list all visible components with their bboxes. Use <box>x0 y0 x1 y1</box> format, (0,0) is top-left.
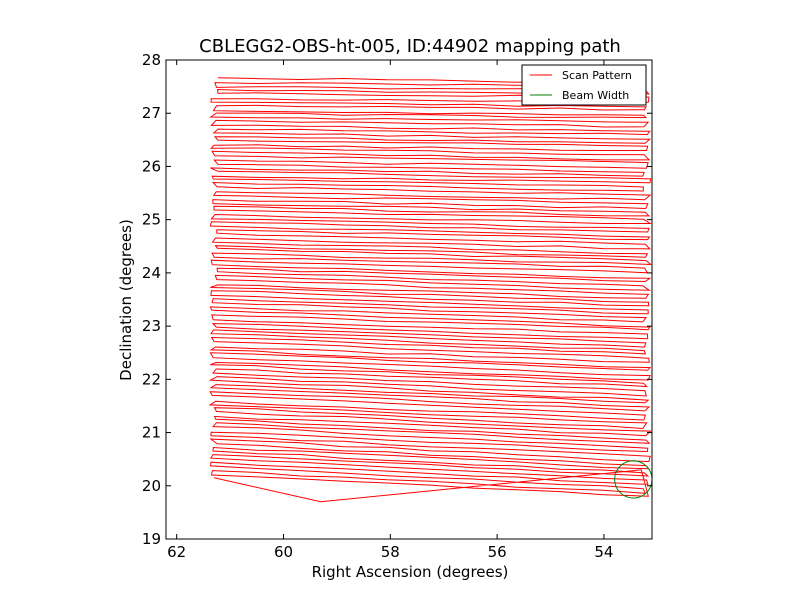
y-axis-label: Declination (degrees) <box>117 219 135 381</box>
legend: Scan Pattern Beam Width <box>521 64 647 106</box>
legend-box <box>521 64 647 106</box>
x-tick-label: 60 <box>274 543 293 561</box>
y-tick-label: 23 <box>142 317 161 335</box>
x-axis-label: Right Ascension (degrees) <box>312 563 509 581</box>
y-tick-label: 26 <box>142 157 161 175</box>
ticks-layer: 62 60 58 56 54 19 20 21 22 23 24 25 26 27 28 <box>142 51 652 561</box>
plot-frame <box>165 59 653 540</box>
y-tick-label: 24 <box>142 264 161 282</box>
y-tick-label: 21 <box>142 424 161 442</box>
y-tick-label: 20 <box>142 477 161 495</box>
x-tick-label: 58 <box>381 543 400 561</box>
y-tick-label: 22 <box>142 370 161 388</box>
x-tick-label: 54 <box>594 543 613 561</box>
x-tick-label: 56 <box>488 543 507 561</box>
legend-label-scan-pattern: Scan Pattern <box>562 69 632 82</box>
y-tick-label: 27 <box>142 104 161 122</box>
chart-title: CBLEGG2-OBS-ht-005, ID:44902 mapping pat… <box>199 36 621 57</box>
y-tick-label: 25 <box>142 211 161 229</box>
x-tick-label: 62 <box>167 543 186 561</box>
y-tick-label: 28 <box>142 51 161 69</box>
series-scan-pattern <box>208 77 653 503</box>
y-tick-label: 19 <box>142 530 161 548</box>
legend-label-beam-width: Beam Width <box>562 89 629 102</box>
